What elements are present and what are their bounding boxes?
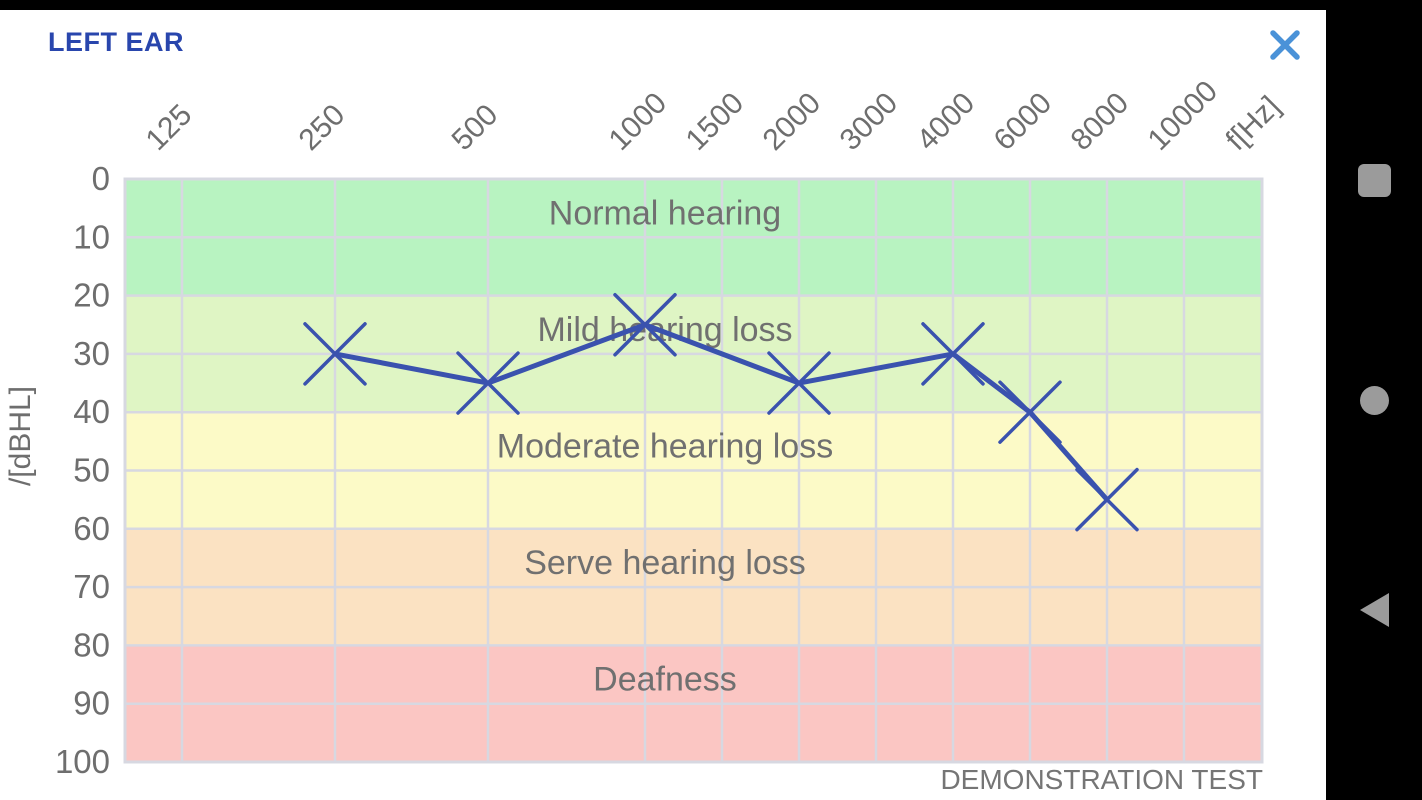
data-point-x-marker <box>613 293 677 357</box>
android-nav-bar <box>1326 0 1422 800</box>
x-tick-label: 125 <box>140 98 199 157</box>
y-tick-label: 0 <box>92 160 110 197</box>
data-point-x-marker <box>1075 467 1139 532</box>
page-title: LEFT EAR <box>48 27 184 57</box>
y-tick-label: 80 <box>73 626 110 663</box>
x-tick-label: 500 <box>446 98 505 157</box>
x-tick-label: 10000 <box>1142 75 1224 157</box>
x-tick-label: 3000 <box>834 86 905 157</box>
y-axis-label: /[dBHL] <box>4 386 37 486</box>
data-point-x-marker <box>456 351 520 415</box>
x-tick-label: 2000 <box>757 86 828 157</box>
band-label: Serve hearing loss <box>524 544 806 582</box>
y-tick-label: 70 <box>73 568 110 605</box>
x-tick-label: 6000 <box>988 86 1059 157</box>
y-tick-label: 60 <box>73 510 110 547</box>
x-axis-unit-label: f[Hz] <box>1220 90 1287 157</box>
data-point-x-marker <box>767 351 831 415</box>
home-circle-icon <box>1359 385 1389 415</box>
x-tick-label: 1500 <box>680 86 751 157</box>
recents-button[interactable] <box>1326 142 1422 218</box>
data-point-x-marker <box>921 322 985 386</box>
data-point-x-marker <box>998 380 1062 444</box>
home-button[interactable] <box>1326 362 1422 438</box>
demonstration-test-label: DEMONSTRATION TEST <box>940 764 1263 795</box>
close-button[interactable] <box>1262 22 1308 68</box>
y-tick-label: 30 <box>73 335 110 372</box>
x-tick-label: 8000 <box>1065 86 1136 157</box>
x-tick-label: 250 <box>293 98 352 157</box>
y-tick-label: 90 <box>73 685 110 722</box>
recents-square-icon <box>1357 163 1391 197</box>
back-triangle-icon <box>1359 593 1389 627</box>
y-tick-label: 50 <box>73 452 110 489</box>
band-label: Deafness <box>593 661 737 699</box>
y-tick-label: 40 <box>73 393 110 430</box>
band-label: Normal hearing <box>549 194 781 232</box>
y-tick-label: 20 <box>73 277 110 314</box>
band-label: Moderate hearing loss <box>497 428 833 466</box>
y-tick-label: 10 <box>73 218 110 255</box>
close-icon <box>1270 30 1300 60</box>
back-button[interactable] <box>1326 572 1422 648</box>
plot-border <box>123 177 1264 764</box>
y-tick-label: 100 <box>55 743 110 780</box>
x-tick-label: 1000 <box>603 86 674 157</box>
data-point-x-marker <box>303 322 367 386</box>
x-tick-label: 4000 <box>911 86 982 157</box>
status-bar <box>0 0 1422 10</box>
